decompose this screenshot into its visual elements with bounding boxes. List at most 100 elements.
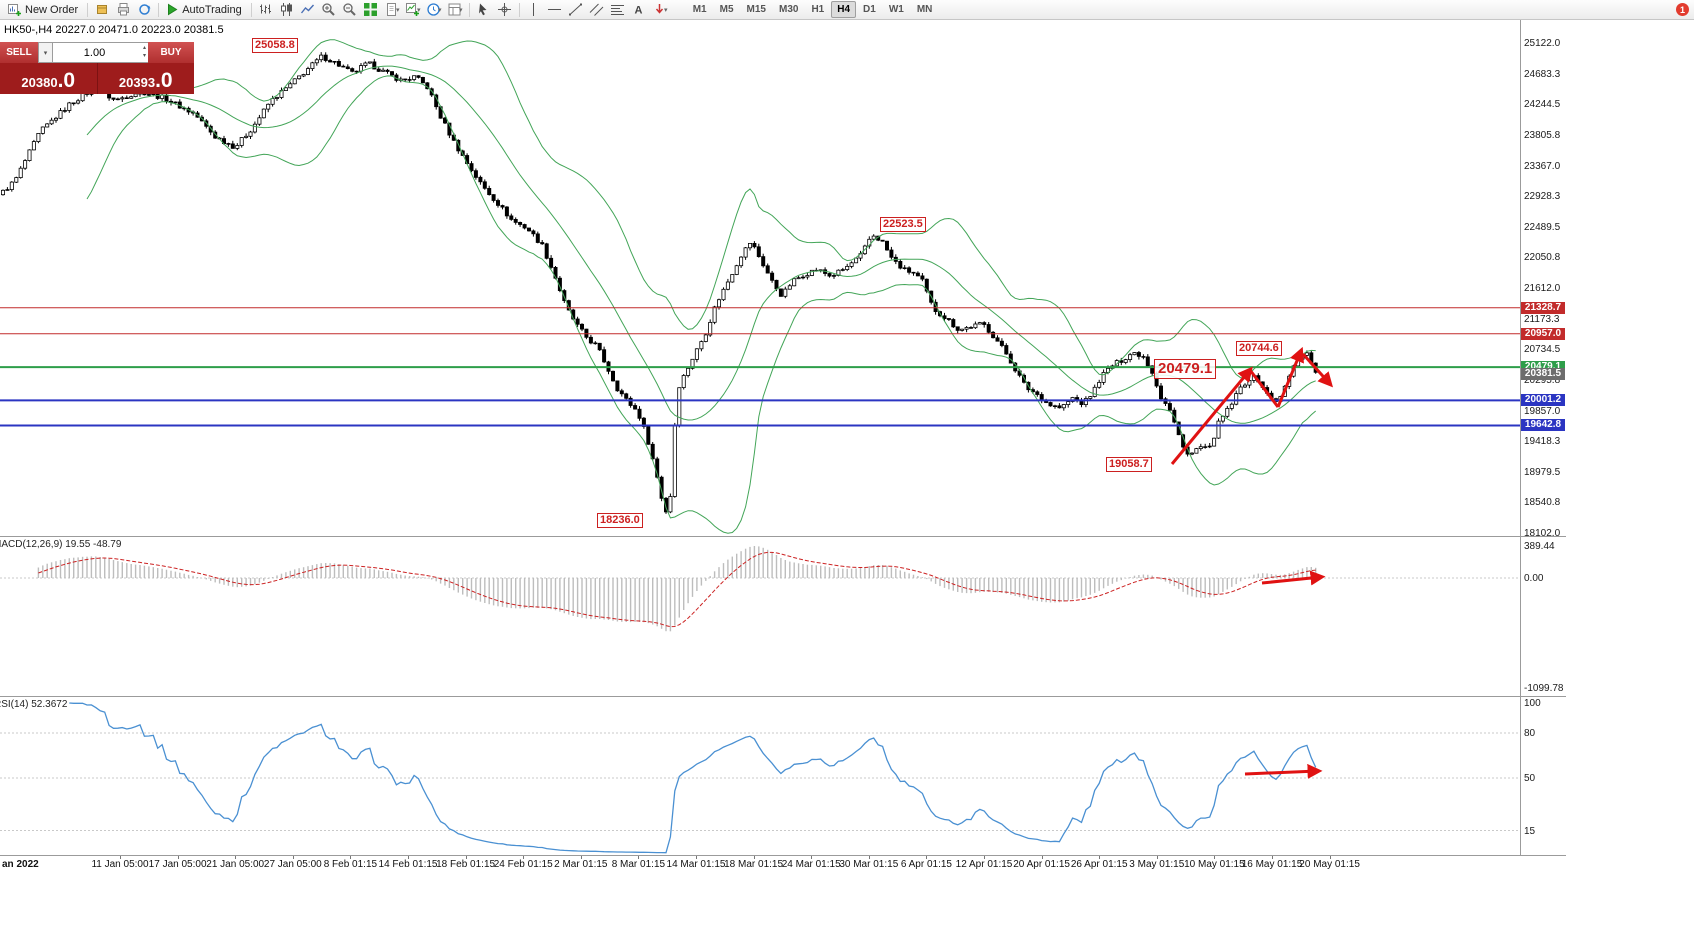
time-axis-tick (408, 856, 409, 859)
templates-button[interactable]: ▾ (445, 1, 465, 18)
volume-stepper[interactable]: ▴ ▾ (143, 44, 146, 60)
channel-button[interactable] (587, 1, 607, 18)
support-resistance-lines[interactable] (0, 307, 1520, 427)
price-tag-20381.5: 20381.5 (1521, 367, 1565, 380)
price-annotation[interactable]: 18236.0 (597, 513, 643, 528)
fibo-icon (610, 2, 625, 17)
time-axis-label: 16 May 01:15 (1241, 859, 1303, 870)
time-axis-label: 2 Mar 01:15 (554, 859, 608, 870)
fibonacci-button[interactable] (608, 1, 628, 18)
time-axis-tick (1329, 856, 1331, 859)
candlestick-chart-type-button[interactable] (277, 1, 297, 18)
toolbar-separator (250, 2, 252, 17)
market-watch-button[interactable] (92, 1, 112, 18)
price-axis-label: 22050.8 (1524, 252, 1561, 264)
new-order-button[interactable]: New Order (4, 1, 83, 18)
timeframe-d1[interactable]: D1 (863, 4, 876, 15)
candle-wicks (2, 52, 1317, 514)
cursor-icon (476, 2, 491, 17)
price-axis-label: 21173.3 (1524, 313, 1560, 325)
vline-icon (526, 2, 541, 17)
autotrading-button[interactable]: AutoTrading (163, 2, 247, 17)
line-chart-type-button[interactable] (298, 1, 318, 18)
time-axis-tick (1214, 856, 1216, 859)
time-axis-label: 27 Jan 05:00 (263, 859, 322, 870)
zoom-in-button[interactable] (319, 1, 339, 18)
time-axis-label: 8 Feb 01:15 (323, 859, 378, 870)
time-axis-label: 8 Mar 01:15 (611, 859, 666, 870)
caret-down-icon: ▾ (437, 6, 442, 14)
timeframe-m15[interactable]: M15 (746, 4, 766, 15)
time-axis-label: 14 Feb 01:15 (378, 859, 438, 870)
time-axis-tick (465, 856, 467, 859)
macd-indicator (0, 546, 1520, 632)
time-axis-label: 3 May 01:15 (1129, 859, 1185, 870)
refresh-button[interactable] (134, 1, 154, 18)
refresh-icon (137, 2, 152, 17)
indicator-plus-icon (405, 2, 420, 17)
buy-price-value: 20393 (118, 75, 156, 90)
timeframe-h1[interactable]: H1 (811, 4, 825, 15)
price-axis-label: 21612.0 (1524, 283, 1561, 294)
vertical-line-button[interactable] (524, 1, 544, 18)
bar-chart-type-button[interactable] (256, 1, 276, 18)
price-axis-label: 20295.8 (1524, 374, 1561, 386)
price-annotation[interactable]: 22523.5 (880, 217, 926, 232)
time-axis-tick (1041, 856, 1043, 859)
caret-down-icon: ▾ (43, 49, 48, 57)
auto-scroll-button[interactable]: ▾ (382, 1, 402, 18)
zoom-out-icon (342, 2, 357, 17)
trend-arrows[interactable] (1170, 346, 1334, 779)
price-divider (96, 63, 98, 94)
cursor-button[interactable] (474, 1, 494, 18)
print-button[interactable] (113, 1, 133, 18)
timeframe-w1[interactable]: W1 (888, 4, 904, 15)
volume-input[interactable] (53, 43, 148, 63)
price-annotation[interactable]: 25058.8 (252, 38, 298, 53)
alert-badge[interactable]: 1 (1676, 3, 1689, 16)
periods-button[interactable]: ▾ (424, 1, 444, 18)
time-axis-label: 10 May 01:15 (1184, 859, 1245, 870)
toolbar-separator (87, 2, 89, 17)
timeframe-m5[interactable]: M5 (719, 4, 734, 15)
time-axis-tick (868, 856, 870, 859)
text-tool-button[interactable]: A (629, 1, 649, 18)
candlestick-series[interactable] (0, 54, 1318, 513)
tile-windows-button[interactable] (361, 1, 381, 18)
caret-down-icon: ▾ (458, 6, 463, 14)
chart-macd-separator[interactable] (0, 536, 1566, 537)
toolbar-separator (158, 2, 160, 17)
volume-decrease-button[interactable]: ▾ (38, 42, 53, 63)
timeframe-h4[interactable]: H4 (831, 1, 857, 18)
price-axis-border (1520, 20, 1521, 856)
macd-rsi-separator[interactable] (0, 696, 1566, 697)
price-annotation[interactable]: 19058.7 (1106, 457, 1152, 472)
crosshair-button[interactable] (495, 1, 515, 18)
timeframe-buttons: M1 M5 M15 M30 H1 H4 D1 W1 MN (687, 1, 939, 18)
price-axis-label: 24244.5 (1524, 99, 1561, 111)
trendline-button[interactable] (566, 1, 586, 18)
time-axis-tick (811, 856, 813, 859)
doc-icon (384, 2, 399, 17)
zoom-out-button[interactable] (340, 1, 360, 18)
time-axis-label: 20 Apr 01:15 (1013, 859, 1070, 870)
price-axis-label: 20734.5 (1524, 344, 1561, 356)
symbol-ohlc-info: HK50-,H4 20227.0 20471.0 20223.0 20381.5 (4, 24, 224, 36)
price-axis-label: 23805.8 (1524, 129, 1561, 141)
timeframe-mn[interactable]: MN (916, 4, 933, 15)
price-annotation[interactable]: 20744.6 (1236, 341, 1282, 356)
horizontal-line-button[interactable] (545, 1, 565, 18)
sell-button[interactable]: SELL (0, 42, 38, 63)
price-annotation[interactable]: 20479.1 (1154, 359, 1217, 379)
volume-field: ▴▾ (53, 42, 148, 63)
indicators-button[interactable]: ▾ (403, 1, 423, 18)
arrows-tool-button[interactable]: ▾ (650, 1, 670, 18)
timeframe-m30[interactable]: M30 (778, 4, 799, 15)
print-icon (116, 2, 131, 17)
buy-button[interactable]: BUY (148, 42, 194, 63)
timeframe-m1[interactable]: M1 (692, 4, 707, 15)
time-axis-tick (523, 856, 525, 859)
autotrading-button-label: AutoTrading (182, 3, 242, 16)
time-axis-label: 17 Jan 05:00 (148, 859, 207, 870)
